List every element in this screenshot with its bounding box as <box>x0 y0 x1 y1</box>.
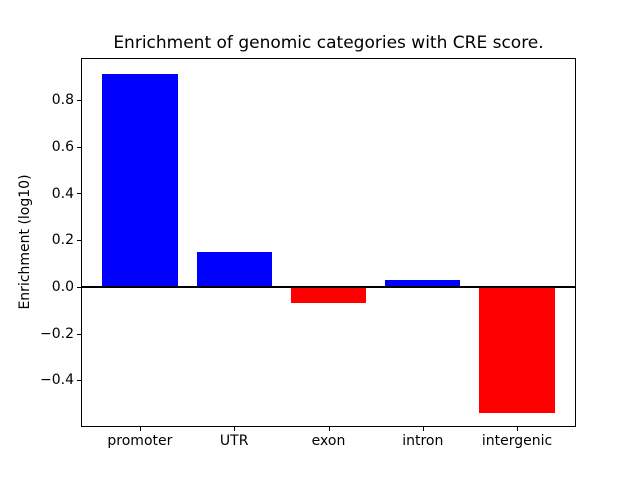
x-tick-label-promoter: promoter <box>107 433 173 449</box>
y-tick-label-0.4: 0.4 <box>51 185 74 202</box>
y-tick-label-0.2: 0.2 <box>51 232 74 249</box>
x-tick-label-UTR: UTR <box>219 433 249 449</box>
x-tick-UTR <box>234 427 235 431</box>
y-tick-0.6 <box>77 147 81 148</box>
chart-title: Enrichment of genomic categories with CR… <box>113 33 544 53</box>
y-tick-label-−0.2: −0.2 <box>40 325 74 342</box>
y-tick-0.4 <box>77 193 81 194</box>
y-tick-label-−0.4: −0.4 <box>40 372 74 389</box>
y-tick-0.2 <box>77 240 81 241</box>
y-tick-−0.2 <box>77 334 81 335</box>
x-tick-label-intergenic: intergenic <box>481 433 553 449</box>
y-tick-0.8 <box>77 100 81 101</box>
bar-intron <box>385 279 461 287</box>
bar-exon <box>290 286 367 304</box>
y-tick-label-0.6: 0.6 <box>51 138 74 155</box>
y-tick-label-0.8: 0.8 <box>51 92 74 108</box>
x-tick-label-exon: exon <box>311 433 346 449</box>
bar-intergenic <box>479 286 555 413</box>
y-tick-0.0 <box>77 287 81 288</box>
x-tick-exon <box>329 427 330 431</box>
x-tick-promoter <box>140 427 141 431</box>
x-tick-intron <box>423 427 424 431</box>
y-tick-−0.4 <box>77 380 81 381</box>
bar-promoter <box>102 74 178 287</box>
x-tick-label-intron: intron <box>402 433 444 449</box>
plot-area <box>81 58 576 427</box>
y-tick-label-0.0: 0.0 <box>51 278 74 295</box>
bar-UTR <box>196 251 272 287</box>
x-tick-intergenic <box>517 427 518 431</box>
zero-line <box>81 285 576 288</box>
